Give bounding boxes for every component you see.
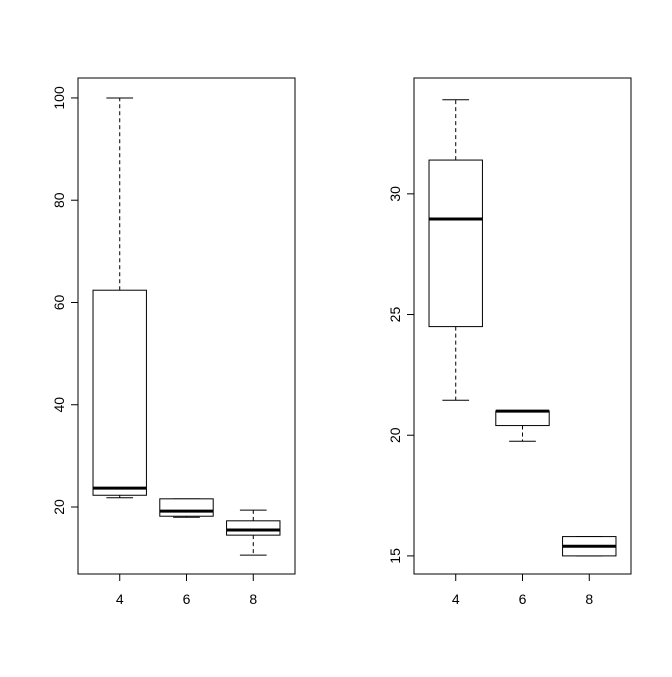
y-tick-label: 30	[387, 186, 403, 202]
x-tick-label: 8	[249, 591, 257, 607]
y-tick-label: 100	[51, 86, 67, 110]
box	[159, 498, 214, 517]
y-tick-label: 60	[51, 294, 67, 310]
box	[92, 289, 147, 496]
y-tick-label: 25	[387, 307, 403, 323]
y-tick-label: 20	[387, 427, 403, 443]
y-tick-label: 15	[387, 548, 403, 564]
x-tick-label: 8	[585, 591, 593, 607]
x-tick-label: 4	[116, 591, 124, 607]
x-tick-label: 6	[519, 591, 527, 607]
x-tick-label: 6	[183, 591, 191, 607]
y-tick-label: 80	[51, 192, 67, 208]
box	[495, 410, 550, 427]
y-tick-label: 20	[51, 499, 67, 515]
x-tick-label: 4	[452, 591, 460, 607]
y-tick-label: 40	[51, 397, 67, 413]
box	[428, 159, 483, 328]
box	[226, 520, 281, 536]
